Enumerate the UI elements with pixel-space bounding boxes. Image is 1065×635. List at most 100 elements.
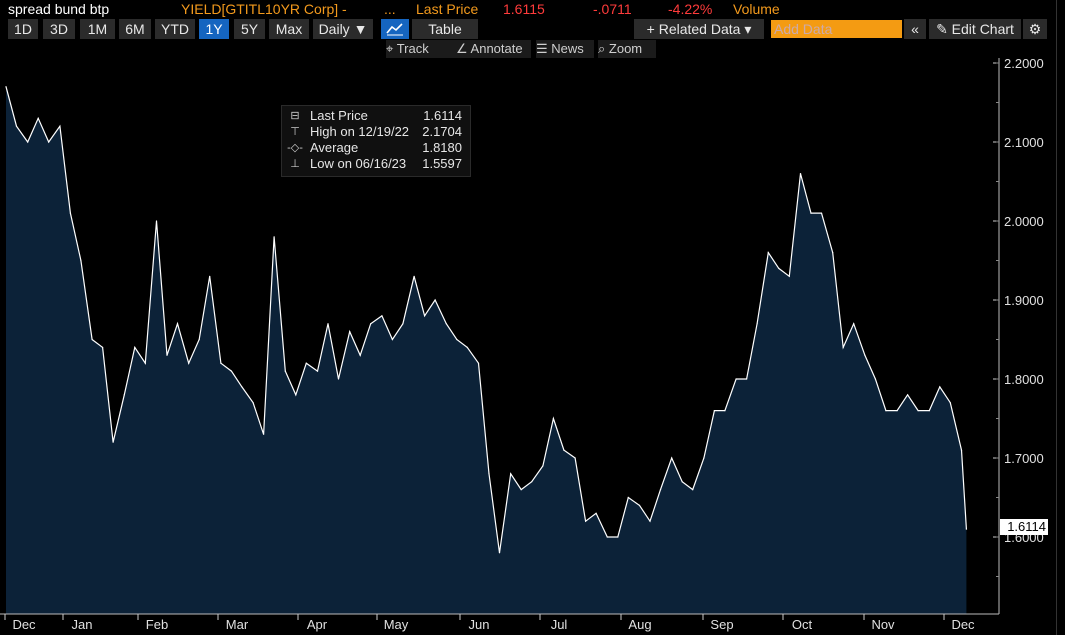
data-point — [896, 410, 898, 412]
gear-icon[interactable]: ⚙ — [1023, 19, 1047, 39]
legend-last-price-label: Last Price — [310, 108, 368, 123]
data-point — [488, 473, 490, 475]
side-panel-edge — [1056, 0, 1065, 635]
data-point — [649, 520, 651, 522]
data-point — [5, 86, 7, 88]
data-point — [80, 259, 82, 262]
y-tick-label: 1.8000 — [1004, 372, 1044, 387]
data-point — [498, 552, 501, 554]
data-point — [531, 481, 533, 483]
data-point — [767, 252, 769, 254]
data-point — [703, 457, 705, 459]
y-tick-label: 2.1000 — [1004, 135, 1044, 150]
edit-chart-button[interactable]: ✎ Edit Chart — [929, 19, 1021, 39]
data-point — [134, 346, 136, 348]
data-point — [445, 323, 447, 325]
data-point — [692, 489, 694, 491]
data-point — [864, 354, 866, 356]
data-point — [316, 370, 319, 372]
x-tick-label: Jan — [72, 617, 93, 632]
data-point — [552, 417, 555, 420]
related-data-dropdown[interactable]: + Related Data ▾ — [634, 19, 764, 39]
data-point — [123, 394, 125, 396]
annotate-button[interactable]: ∠ Annotate — [456, 40, 531, 58]
data-point — [724, 410, 726, 412]
data-point — [585, 520, 587, 522]
legend-low-value: 1.5597 — [422, 156, 462, 171]
range-max-button[interactable]: Max — [269, 19, 309, 39]
zoom-button[interactable]: ⌕ Zoom — [598, 40, 656, 58]
data-point — [69, 212, 71, 214]
add-data-input[interactable]: Add Data — [771, 20, 902, 38]
track-button[interactable]: ⌖ Track — [386, 40, 456, 58]
data-point — [671, 457, 673, 459]
data-point — [542, 465, 544, 467]
x-tick-label: Apr — [307, 617, 328, 632]
data-point — [155, 220, 158, 222]
data-point — [928, 410, 930, 412]
range-6m-button[interactable]: 6M — [119, 19, 151, 39]
data-point — [209, 275, 211, 277]
legend-low-label: Low on 06/16/23 — [310, 156, 407, 171]
data-point — [713, 410, 716, 412]
chart-type-icon[interactable] — [381, 19, 409, 39]
data-point — [885, 410, 887, 412]
data-point — [176, 323, 179, 325]
ellipsis: ... — [384, 1, 396, 17]
collapse-button[interactable]: « — [904, 19, 926, 39]
data-point — [284, 370, 286, 372]
data-point — [756, 323, 758, 325]
data-point — [520, 489, 522, 491]
range-3d-button[interactable]: 3D — [43, 19, 75, 39]
data-point — [832, 252, 834, 254]
security-name[interactable]: YIELD[GTITL10YR Corp] - — [181, 1, 347, 17]
range-ytd-button[interactable]: YTD — [155, 19, 195, 39]
data-point — [327, 323, 329, 325]
frequency-dropdown[interactable]: Daily ▼ — [313, 19, 373, 39]
data-point — [563, 449, 565, 451]
data-point — [48, 141, 50, 143]
data-point — [477, 362, 480, 364]
price-change-pct: -4.22% — [668, 1, 713, 17]
data-point — [198, 338, 200, 341]
data-point — [659, 489, 662, 491]
legend-average-value: 1.8180 — [422, 140, 462, 155]
data-point — [263, 433, 265, 435]
y-tick-label: 1.9000 — [1004, 293, 1044, 308]
data-point — [842, 346, 844, 348]
data-point — [917, 410, 919, 412]
data-point — [273, 236, 275, 238]
news-button[interactable]: ☰ News — [536, 40, 594, 58]
range-1y-button[interactable]: 1Y — [199, 19, 229, 39]
data-point — [252, 402, 254, 404]
data-point — [617, 536, 619, 538]
x-tick-label: Nov — [871, 617, 895, 632]
data-point — [391, 338, 393, 341]
y-tick-label: 1.7000 — [1004, 451, 1044, 466]
data-point — [402, 323, 404, 325]
data-point — [27, 141, 29, 143]
data-point — [799, 173, 802, 175]
table-button[interactable]: Table — [412, 19, 478, 39]
x-tick-label: Jul — [551, 617, 568, 632]
x-tick-label: May — [384, 617, 409, 632]
data-point — [370, 323, 372, 325]
legend-toggle-icon[interactable]: ⊟ — [290, 110, 300, 122]
header-bar: spread bund btp YIELD[GTITL10YR Corp] - … — [0, 0, 1065, 18]
price-chart[interactable]: 2.20002.10002.00001.90001.80001.70001.60… — [0, 58, 1056, 635]
data-point — [606, 536, 608, 538]
average-marker-icon: -◇- — [287, 142, 303, 154]
range-1d-button[interactable]: 1D — [8, 19, 38, 39]
x-tick-label: Mar — [226, 617, 249, 632]
volume-label[interactable]: Volume — [733, 1, 780, 17]
data-point — [37, 117, 39, 119]
price-area-fill — [6, 86, 967, 614]
data-point — [681, 481, 683, 483]
data-point — [381, 315, 383, 317]
range-5y-button[interactable]: 5Y — [234, 19, 265, 39]
range-1m-button[interactable]: 1M — [80, 19, 115, 39]
x-tick-label: Dec — [951, 617, 975, 632]
data-point — [220, 362, 222, 364]
last-price-tag: 1.6114 — [1000, 519, 1048, 535]
data-point — [112, 441, 114, 443]
